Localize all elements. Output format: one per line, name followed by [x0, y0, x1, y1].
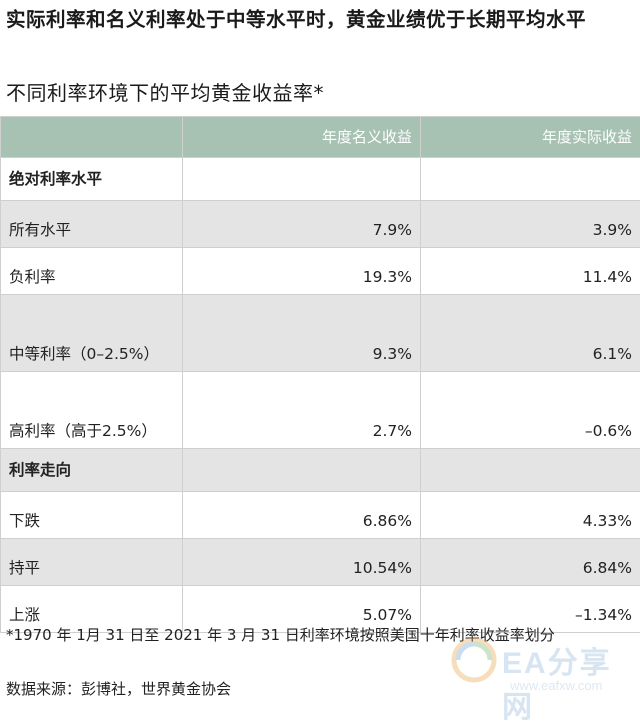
row-label: 中等利率（0–2.5%） — [1, 295, 183, 372]
table-row: 负利率 19.3% 11.4% — [1, 248, 640, 295]
section-label: 绝对利率水平 — [1, 158, 183, 201]
table-row: 中等利率（0–2.5%） 9.3% 6.1% — [1, 295, 640, 372]
gold-returns-table: 年度名义收益 年度实际收益 绝对利率水平 所有水平 7.9% 3.9% 负利率 … — [0, 116, 640, 633]
header-real-return: 年度实际收益 — [421, 117, 640, 158]
table-row: 下跌 6.86% 4.33% — [1, 492, 640, 539]
real-value: 6.1% — [421, 295, 640, 372]
section-row-rate-direction: 利率走向 — [1, 449, 640, 492]
row-label: 下跌 — [1, 492, 183, 539]
row-label: 所有水平 — [1, 201, 183, 248]
real-value: –0.6% — [421, 372, 640, 449]
real-value: 6.84% — [421, 539, 640, 586]
table-header-row: 年度名义收益 年度实际收益 — [1, 117, 640, 158]
nominal-value: 6.86% — [183, 492, 421, 539]
table-row: 持平 10.54% 6.84% — [1, 539, 640, 586]
header-nominal-return: 年度名义收益 — [183, 117, 421, 158]
row-label: 高利率（高于2.5%） — [1, 372, 183, 449]
row-label: 负利率 — [1, 248, 183, 295]
nominal-value: 10.54% — [183, 539, 421, 586]
nominal-value: 9.3% — [183, 295, 421, 372]
real-value: 3.9% — [421, 201, 640, 248]
nominal-value: 7.9% — [183, 201, 421, 248]
table-subtitle: 不同利率环境下的平均黄金收益率* — [6, 80, 638, 106]
section-label: 利率走向 — [1, 449, 183, 492]
table-row: 高利率（高于2.5%） 2.7% –0.6% — [1, 372, 640, 449]
real-value: 4.33% — [421, 492, 640, 539]
real-value: 11.4% — [421, 248, 640, 295]
table-row: 所有水平 7.9% 3.9% — [1, 201, 640, 248]
row-label: 持平 — [1, 539, 183, 586]
nominal-value: 19.3% — [183, 248, 421, 295]
footnote: *1970 年 1月 31 日至 2021 年 3 月 31 日利率环境按照美国… — [6, 622, 634, 648]
header-cell-empty — [1, 117, 183, 158]
page-title: 实际利率和名义利率处于中等水平时，黄金业绩优于长期平均水平 — [6, 6, 638, 33]
nominal-value: 2.7% — [183, 372, 421, 449]
source-note: 数据来源：彭博社，世界黄金协会 — [6, 676, 634, 702]
section-row-absolute-level: 绝对利率水平 — [1, 158, 640, 201]
